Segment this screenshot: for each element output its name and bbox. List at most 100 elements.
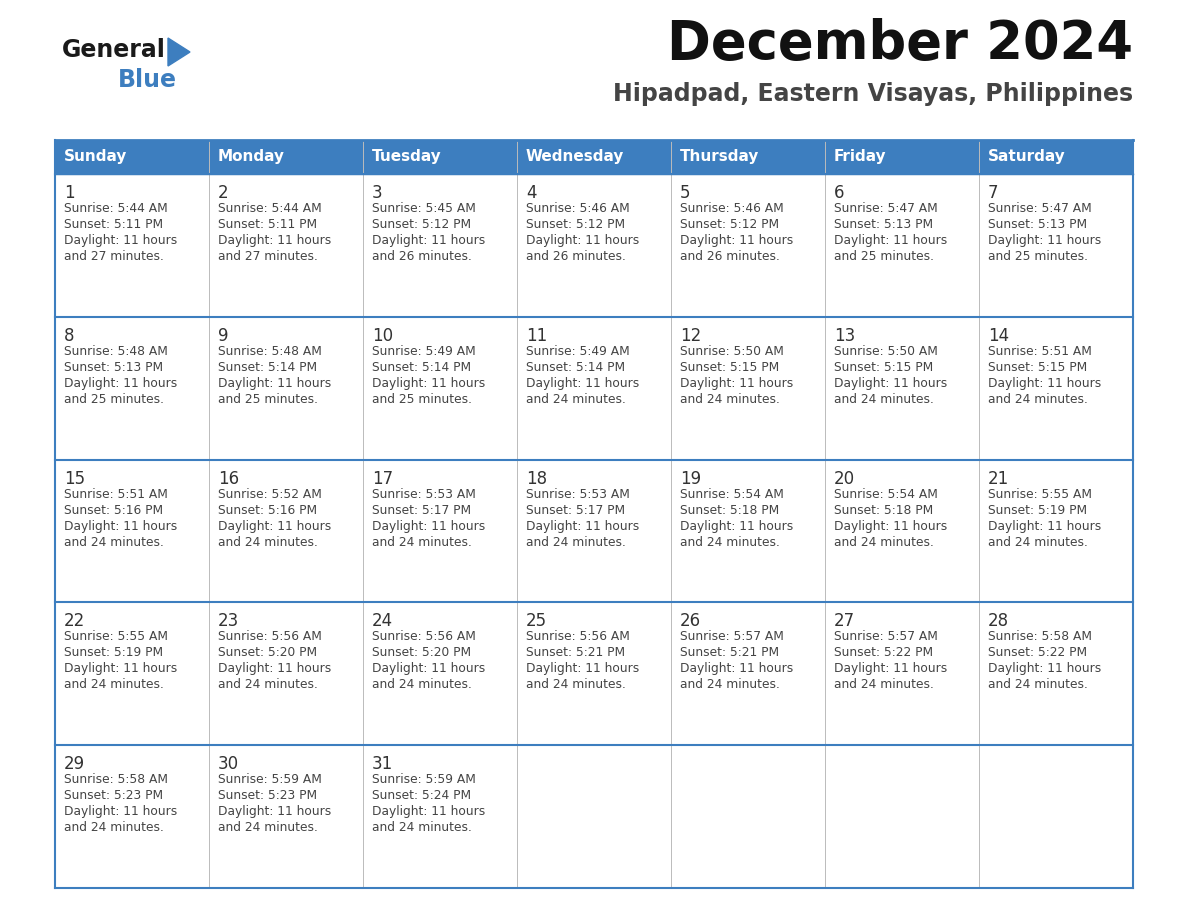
Text: Daylight: 11 hours: Daylight: 11 hours bbox=[834, 663, 947, 676]
Text: Sunset: 5:20 PM: Sunset: 5:20 PM bbox=[219, 646, 317, 659]
Bar bbox=[671, 174, 824, 317]
Bar bbox=[671, 745, 824, 888]
Text: Sunrise: 5:53 AM: Sunrise: 5:53 AM bbox=[526, 487, 630, 500]
Text: and 25 minutes.: and 25 minutes. bbox=[219, 393, 318, 406]
Text: Sunrise: 5:46 AM: Sunrise: 5:46 AM bbox=[526, 202, 630, 215]
Bar bbox=[824, 460, 979, 602]
Polygon shape bbox=[168, 38, 190, 66]
Text: 1: 1 bbox=[64, 184, 75, 202]
Text: 9: 9 bbox=[219, 327, 228, 345]
Text: Sunset: 5:15 PM: Sunset: 5:15 PM bbox=[680, 361, 779, 374]
Bar bbox=[979, 460, 1133, 602]
Text: 16: 16 bbox=[219, 470, 239, 487]
Text: Daylight: 11 hours: Daylight: 11 hours bbox=[680, 376, 794, 390]
Text: Sunrise: 5:57 AM: Sunrise: 5:57 AM bbox=[834, 631, 937, 644]
Bar bbox=[671, 140, 824, 174]
Bar bbox=[517, 140, 671, 174]
Text: Daylight: 11 hours: Daylight: 11 hours bbox=[219, 520, 331, 532]
Text: Sunrise: 5:54 AM: Sunrise: 5:54 AM bbox=[680, 487, 784, 500]
Text: Sunrise: 5:46 AM: Sunrise: 5:46 AM bbox=[680, 202, 784, 215]
Text: Sunset: 5:23 PM: Sunset: 5:23 PM bbox=[64, 789, 163, 802]
Text: Sunset: 5:21 PM: Sunset: 5:21 PM bbox=[526, 646, 625, 659]
Text: and 24 minutes.: and 24 minutes. bbox=[64, 822, 164, 834]
Bar bbox=[209, 140, 364, 174]
Text: and 26 minutes.: and 26 minutes. bbox=[526, 250, 626, 263]
Text: Sunset: 5:13 PM: Sunset: 5:13 PM bbox=[834, 218, 933, 231]
Text: 21: 21 bbox=[988, 470, 1010, 487]
Text: 26: 26 bbox=[680, 612, 701, 631]
Bar bbox=[55, 602, 209, 745]
Text: and 27 minutes.: and 27 minutes. bbox=[64, 250, 164, 263]
Text: Daylight: 11 hours: Daylight: 11 hours bbox=[988, 376, 1101, 390]
Text: Sunrise: 5:51 AM: Sunrise: 5:51 AM bbox=[988, 345, 1092, 358]
Text: and 24 minutes.: and 24 minutes. bbox=[834, 535, 934, 549]
Text: Daylight: 11 hours: Daylight: 11 hours bbox=[372, 376, 485, 390]
Text: Daylight: 11 hours: Daylight: 11 hours bbox=[680, 234, 794, 247]
Text: 11: 11 bbox=[526, 327, 548, 345]
Text: Sunset: 5:18 PM: Sunset: 5:18 PM bbox=[834, 504, 934, 517]
Bar bbox=[517, 602, 671, 745]
Text: Hipadpad, Eastern Visayas, Philippines: Hipadpad, Eastern Visayas, Philippines bbox=[613, 82, 1133, 106]
Text: Daylight: 11 hours: Daylight: 11 hours bbox=[64, 376, 177, 390]
Text: and 24 minutes.: and 24 minutes. bbox=[526, 535, 626, 549]
Bar bbox=[364, 140, 517, 174]
Text: Daylight: 11 hours: Daylight: 11 hours bbox=[680, 663, 794, 676]
Bar bbox=[364, 745, 517, 888]
Text: and 25 minutes.: and 25 minutes. bbox=[64, 393, 164, 406]
Text: Daylight: 11 hours: Daylight: 11 hours bbox=[372, 234, 485, 247]
Bar bbox=[209, 174, 364, 317]
Text: Tuesday: Tuesday bbox=[372, 150, 442, 164]
Bar bbox=[517, 745, 671, 888]
Text: Sunrise: 5:56 AM: Sunrise: 5:56 AM bbox=[219, 631, 322, 644]
Text: Sunrise: 5:44 AM: Sunrise: 5:44 AM bbox=[64, 202, 168, 215]
Text: and 24 minutes.: and 24 minutes. bbox=[372, 822, 472, 834]
Text: 23: 23 bbox=[219, 612, 239, 631]
Text: and 25 minutes.: and 25 minutes. bbox=[372, 393, 472, 406]
Text: Sunset: 5:16 PM: Sunset: 5:16 PM bbox=[64, 504, 163, 517]
Text: 31: 31 bbox=[372, 756, 393, 773]
Text: and 24 minutes.: and 24 minutes. bbox=[64, 535, 164, 549]
Bar bbox=[209, 745, 364, 888]
Text: 29: 29 bbox=[64, 756, 86, 773]
Text: Daylight: 11 hours: Daylight: 11 hours bbox=[372, 805, 485, 818]
Text: Sunset: 5:11 PM: Sunset: 5:11 PM bbox=[64, 218, 163, 231]
Text: Daylight: 11 hours: Daylight: 11 hours bbox=[988, 234, 1101, 247]
Bar bbox=[671, 460, 824, 602]
Text: Sunset: 5:22 PM: Sunset: 5:22 PM bbox=[988, 646, 1087, 659]
Text: Sunrise: 5:56 AM: Sunrise: 5:56 AM bbox=[372, 631, 476, 644]
Text: Sunrise: 5:59 AM: Sunrise: 5:59 AM bbox=[219, 773, 322, 786]
Text: Daylight: 11 hours: Daylight: 11 hours bbox=[526, 663, 639, 676]
Text: 19: 19 bbox=[680, 470, 701, 487]
Bar bbox=[979, 174, 1133, 317]
Text: and 24 minutes.: and 24 minutes. bbox=[834, 393, 934, 406]
Bar bbox=[55, 317, 209, 460]
Bar bbox=[824, 140, 979, 174]
Text: and 24 minutes.: and 24 minutes. bbox=[988, 678, 1088, 691]
Text: 2: 2 bbox=[219, 184, 228, 202]
Bar bbox=[55, 140, 209, 174]
Text: 28: 28 bbox=[988, 612, 1009, 631]
Text: Sunrise: 5:44 AM: Sunrise: 5:44 AM bbox=[219, 202, 322, 215]
Bar bbox=[55, 460, 209, 602]
Bar bbox=[979, 140, 1133, 174]
Text: and 24 minutes.: and 24 minutes. bbox=[64, 678, 164, 691]
Text: Daylight: 11 hours: Daylight: 11 hours bbox=[834, 520, 947, 532]
Text: Sunrise: 5:48 AM: Sunrise: 5:48 AM bbox=[64, 345, 168, 358]
Text: Sunrise: 5:45 AM: Sunrise: 5:45 AM bbox=[372, 202, 476, 215]
Text: Daylight: 11 hours: Daylight: 11 hours bbox=[372, 663, 485, 676]
Text: Sunset: 5:13 PM: Sunset: 5:13 PM bbox=[64, 361, 163, 374]
Text: Sunrise: 5:49 AM: Sunrise: 5:49 AM bbox=[372, 345, 475, 358]
Text: Sunrise: 5:50 AM: Sunrise: 5:50 AM bbox=[834, 345, 937, 358]
Text: Daylight: 11 hours: Daylight: 11 hours bbox=[834, 376, 947, 390]
Text: Daylight: 11 hours: Daylight: 11 hours bbox=[526, 520, 639, 532]
Text: Sunrise: 5:58 AM: Sunrise: 5:58 AM bbox=[64, 773, 168, 786]
Text: Daylight: 11 hours: Daylight: 11 hours bbox=[988, 520, 1101, 532]
Text: Daylight: 11 hours: Daylight: 11 hours bbox=[219, 663, 331, 676]
Text: Sunrise: 5:53 AM: Sunrise: 5:53 AM bbox=[372, 487, 476, 500]
Text: Sunrise: 5:50 AM: Sunrise: 5:50 AM bbox=[680, 345, 784, 358]
Text: and 24 minutes.: and 24 minutes. bbox=[988, 393, 1088, 406]
Text: 4: 4 bbox=[526, 184, 537, 202]
Bar bbox=[517, 174, 671, 317]
Text: Sunrise: 5:54 AM: Sunrise: 5:54 AM bbox=[834, 487, 937, 500]
Text: Sunrise: 5:52 AM: Sunrise: 5:52 AM bbox=[219, 487, 322, 500]
